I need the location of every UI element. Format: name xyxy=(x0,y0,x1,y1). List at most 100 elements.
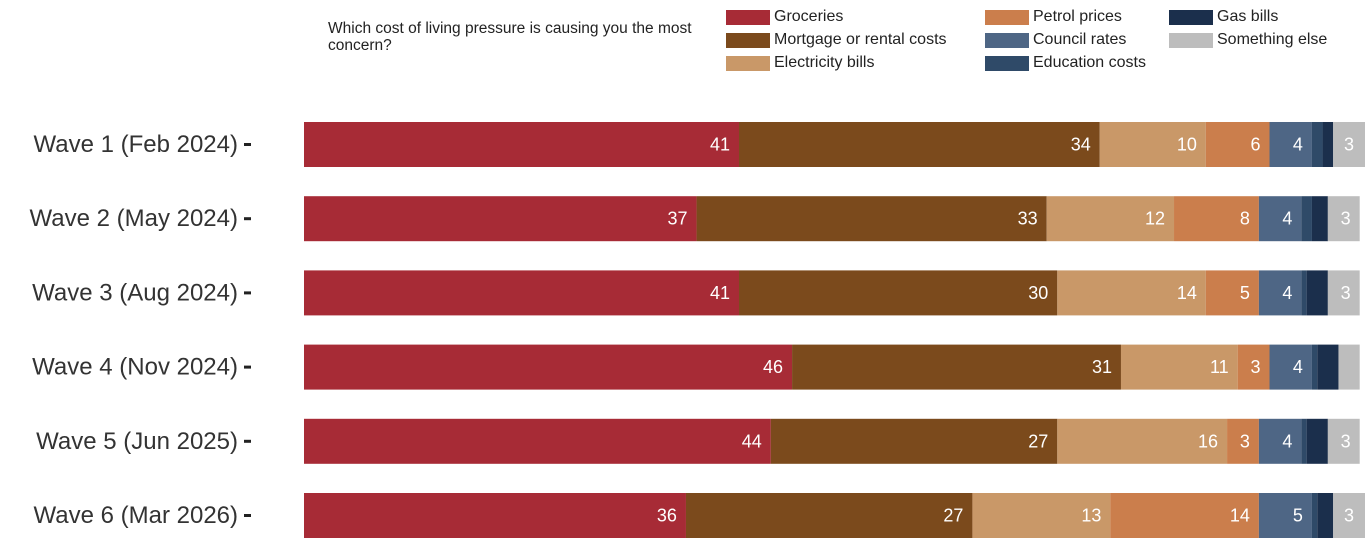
bar-segment-gas-bills xyxy=(1311,196,1328,242)
bar-segment-groceries xyxy=(304,270,740,316)
legend-swatch-education xyxy=(985,55,1029,71)
data-label: 44 xyxy=(742,431,762,451)
data-label: 27 xyxy=(1028,431,1048,451)
bar-segment-petrol-prices xyxy=(1110,493,1259,538)
legend-label-mortgage: Mortgage or rental costs xyxy=(774,31,947,48)
bar-segment-council-rates xyxy=(1258,418,1302,464)
bar-segment-groceries xyxy=(304,418,771,464)
bar-segment-something-else xyxy=(1327,418,1360,464)
bar-segment-mortgage-or-rental-costs xyxy=(696,196,1047,242)
legend-swatch-gas xyxy=(1169,9,1213,25)
bar-segment-education-costs xyxy=(1311,122,1323,167)
data-label: 12 xyxy=(1145,209,1165,229)
bar-segment-education-costs xyxy=(1301,270,1307,316)
data-label: 34 xyxy=(1071,135,1091,155)
legend-item-electricity: Electricity bills xyxy=(726,54,874,72)
bar-segment-council-rates xyxy=(1258,493,1312,538)
data-label: 33 xyxy=(1018,209,1038,229)
legend-item-gas: Gas bills xyxy=(1169,8,1278,26)
bar-segment-something-else xyxy=(1333,122,1365,167)
category-label: Wave 4 (Nov 2024) xyxy=(32,354,238,381)
data-label: 41 xyxy=(710,283,730,303)
category-label: Wave 3 (Aug 2024) xyxy=(32,279,238,306)
legend-swatch-something-else xyxy=(1169,32,1213,48)
data-label: 5 xyxy=(1293,506,1303,526)
data-label: 4 xyxy=(1282,283,1292,303)
legend-label-gas: Gas bills xyxy=(1217,8,1279,25)
bar-segment-petrol-prices xyxy=(1237,344,1270,390)
bar-segment-groceries xyxy=(304,493,686,538)
bar-segment-groceries xyxy=(304,344,793,390)
legend-label-education: Education costs xyxy=(1033,54,1146,71)
bar-segment-mortgage-or-rental-costs xyxy=(739,122,1100,167)
bar-segment-education-costs xyxy=(1311,493,1318,538)
data-label: 14 xyxy=(1177,283,1197,303)
bar-segment-gas-bills xyxy=(1317,493,1334,538)
legend-label-something-else: Something else xyxy=(1217,31,1328,48)
bar-segment-mortgage-or-rental-costs xyxy=(685,493,973,538)
legend-title: Which cost of living pressure is causing… xyxy=(328,20,692,54)
bar-segment-groceries xyxy=(304,196,697,242)
bar-segment-gas-bills xyxy=(1322,122,1334,167)
data-label: 36 xyxy=(657,506,677,526)
bar-segment-council-rates xyxy=(1269,122,1312,167)
data-label: 4 xyxy=(1282,431,1292,451)
legend-swatch-petrol xyxy=(985,9,1029,25)
bar-segment-gas-bills xyxy=(1306,418,1328,464)
bar-segment-electricity-bills xyxy=(972,493,1111,538)
bar-segment-something-else xyxy=(1333,493,1365,538)
bar-segment-electricity-bills xyxy=(1099,122,1206,167)
legend-swatch-mortgage xyxy=(726,32,770,48)
bar-segment-electricity-bills xyxy=(1046,196,1175,242)
data-label: 14 xyxy=(1230,506,1250,526)
legend-item-groceries: Groceries xyxy=(726,8,843,26)
category-label: Wave 2 (May 2024) xyxy=(29,205,238,232)
data-label: 3 xyxy=(1341,283,1351,303)
data-label: 5 xyxy=(1240,283,1250,303)
category-label: Wave 6 (Mar 2026) xyxy=(33,502,238,529)
data-label: 46 xyxy=(763,357,783,377)
legend-swatch-groceries xyxy=(726,9,770,25)
bar-segment-gas-bills xyxy=(1317,344,1339,390)
legend-item-something-else: Something else xyxy=(1169,31,1327,49)
bar-segment-petrol-prices xyxy=(1227,418,1259,464)
bar-segment-petrol-prices xyxy=(1205,270,1259,316)
legend-swatch-council xyxy=(985,32,1029,48)
bar-segment-council-rates xyxy=(1258,196,1302,242)
bar-segment-education-costs xyxy=(1301,418,1307,464)
data-label: 41 xyxy=(710,135,730,155)
category-label: Wave 5 (Jun 2025) xyxy=(36,428,238,455)
data-label: 3 xyxy=(1341,209,1351,229)
bar-segment-mortgage-or-rental-costs xyxy=(770,418,1058,464)
data-label: 8 xyxy=(1240,209,1250,229)
bar-segment-mortgage-or-rental-costs xyxy=(739,270,1058,316)
bar-segment-something-else xyxy=(1327,270,1360,316)
bar-segment-electricity-bills xyxy=(1120,344,1238,390)
data-label: 3 xyxy=(1240,431,1250,451)
data-label: 3 xyxy=(1250,357,1260,377)
legend-item-mortgage: Mortgage or rental costs xyxy=(726,31,947,49)
data-label: 11 xyxy=(1210,357,1229,377)
legend-label-electricity: Electricity bills xyxy=(774,54,875,71)
data-label: 3 xyxy=(1344,506,1354,526)
data-label: 4 xyxy=(1293,135,1303,155)
legend-item-council: Council rates xyxy=(985,31,1126,49)
legend-item-education: Education costs xyxy=(985,54,1146,72)
legend-item-petrol: Petrol prices xyxy=(985,8,1122,26)
data-label: 10 xyxy=(1177,135,1197,155)
data-label: 16 xyxy=(1198,431,1218,451)
bar-segment-petrol-prices xyxy=(1174,196,1259,242)
bar-segment-petrol-prices xyxy=(1205,122,1270,167)
bar-segment-gas-bills xyxy=(1306,270,1328,316)
legend-label-petrol: Petrol prices xyxy=(1033,8,1122,25)
bar-segment-groceries xyxy=(304,122,740,167)
data-label: 13 xyxy=(1081,506,1101,526)
data-label: 30 xyxy=(1028,283,1048,303)
data-label: 6 xyxy=(1250,135,1260,155)
data-label: 4 xyxy=(1282,209,1292,229)
legend-label-groceries: Groceries xyxy=(774,8,844,25)
data-label: 27 xyxy=(943,506,963,526)
bar-segment-council-rates xyxy=(1269,344,1312,390)
bar-segment-council-rates xyxy=(1258,270,1302,316)
bar-segment-electricity-bills xyxy=(1057,418,1228,464)
